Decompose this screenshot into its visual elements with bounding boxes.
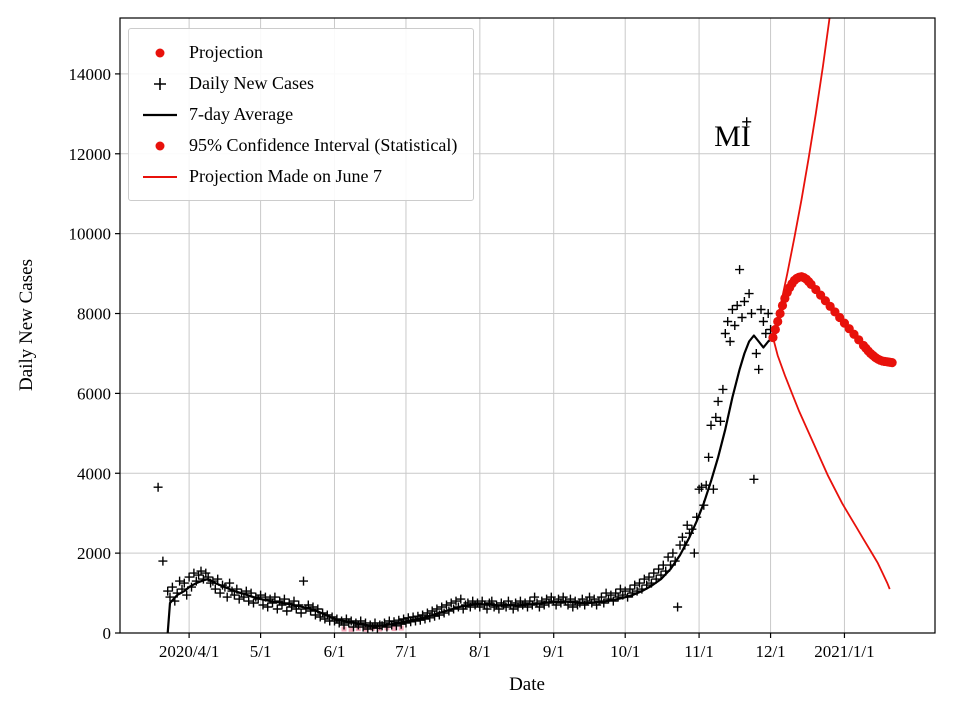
projection-dot xyxy=(768,332,778,343)
x-tick-label: 2021/1/1 xyxy=(814,642,874,661)
legend-item-2: 7-day Average xyxy=(139,99,457,130)
x-tick-label: 11/1 xyxy=(684,642,714,661)
projection-dot xyxy=(773,316,783,327)
legend-label: 95% Confidence Interval (Statistical) xyxy=(189,135,458,155)
x-tick-label: 9/1 xyxy=(543,642,565,661)
y-tick-label: 0 xyxy=(103,624,112,643)
y-tick-label: 10000 xyxy=(69,225,112,244)
legend-item-4: Projection Made on June 7 xyxy=(139,161,457,192)
projection-dot xyxy=(775,308,785,319)
ci-lower-line xyxy=(772,337,891,590)
legend: Projection Daily New Cases 7-day Average 95… xyxy=(128,28,475,201)
state-annotation: MI xyxy=(714,120,751,153)
x-tick-label: 10/1 xyxy=(610,642,640,661)
series-layer xyxy=(153,18,897,633)
june7-remnant-marker xyxy=(348,626,354,632)
legend-item-3: 95% Confidence Interval (Statistical) xyxy=(139,130,457,161)
x-tick-label: 12/1 xyxy=(755,642,785,661)
june7-remnant-marker xyxy=(391,626,397,632)
projection-dot xyxy=(887,358,897,368)
projection-dot xyxy=(777,300,788,311)
x-axis-label: Date xyxy=(509,674,545,695)
axes-layer: 2020/4/1 5/1 6/1 7/1 8/1 9/1 10/1 11/1 12/1 2021/… xyxy=(69,17,936,661)
y-tick-label: 14000 xyxy=(69,65,112,84)
plot-frame xyxy=(119,17,936,634)
seven-day-average-line xyxy=(166,334,774,633)
red-dot-legend-marker xyxy=(155,48,165,57)
black-plus-legend-marker xyxy=(154,77,166,90)
legend-label: Projection xyxy=(189,42,263,62)
x-tick-label: 2020/4/1 xyxy=(159,642,219,661)
legend-item-0: Projection xyxy=(139,37,457,68)
x-tick-label: 7/1 xyxy=(395,642,417,661)
legend-label: Daily New Cases xyxy=(189,73,314,93)
y-axis-label: Daily New Cases xyxy=(16,259,37,391)
y-tick-label: 2000 xyxy=(77,544,111,563)
legend-item-1: Daily New Cases xyxy=(139,68,457,99)
legend-label: Projection Made on June 7 xyxy=(189,166,382,186)
x-tick-label: 6/1 xyxy=(324,642,346,661)
black-line-legend-marker xyxy=(143,113,177,116)
x-tick-label: 5/1 xyxy=(250,642,272,661)
x-tick-label: 8/1 xyxy=(469,642,491,661)
red-dot-legend-marker xyxy=(155,141,165,150)
y-tick-label: 12000 xyxy=(69,145,112,164)
red-line-legend-marker xyxy=(143,175,177,178)
y-tick-label: 8000 xyxy=(77,305,111,324)
projection-dot xyxy=(770,324,780,335)
y-tick-label: 4000 xyxy=(77,464,111,483)
legend-label: 7-day Average xyxy=(189,104,294,124)
y-tick-label: 6000 xyxy=(77,384,111,403)
ci-upper-line xyxy=(772,18,831,338)
